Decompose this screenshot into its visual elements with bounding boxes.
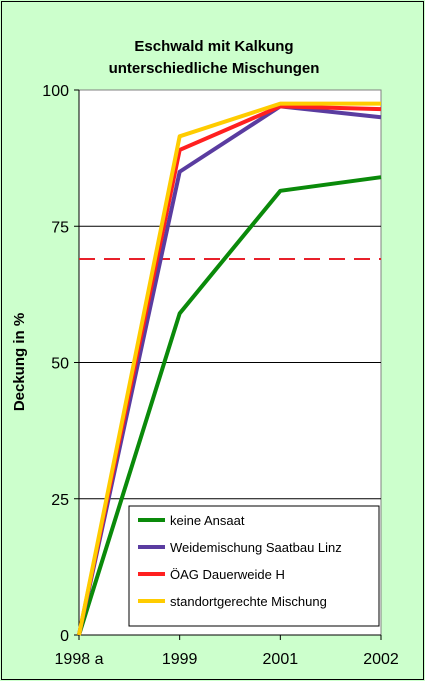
chart-title-line-2: unterschiedliche Mischungen — [109, 60, 320, 77]
y-tick-labels: 0 25 50 75 100 — [42, 83, 79, 645]
legend-label-3: standortgerechte Mischung — [170, 594, 327, 609]
x-tick-label: 1999 — [162, 651, 198, 668]
x-tick-label: 1998 a — [55, 651, 104, 668]
y-axis-label: Deckung in % — [11, 313, 28, 411]
y-tick-label: 0 — [60, 628, 69, 645]
legend-label-1: Weidemischung Saatbau Linz — [170, 540, 342, 555]
legend: keine Ansaat Weidemischung Saatbau Linz ÖA… — [129, 506, 379, 626]
chart-title-line-1: Eschwald mit Kalkung — [134, 38, 293, 55]
x-tick-label: 2002 — [363, 651, 399, 668]
legend-label-0: keine Ansaat — [170, 513, 245, 528]
y-tick-label: 100 — [42, 83, 69, 100]
y-tick-label: 50 — [51, 356, 69, 373]
x-tick-labels: 1998 a 1999 2001 2002 — [55, 635, 399, 668]
y-tick-label: 75 — [51, 219, 69, 236]
x-tick-label: 2001 — [263, 651, 299, 668]
legend-label-2: ÖAG Dauerweide H — [170, 567, 285, 582]
y-tick-label: 25 — [51, 492, 69, 509]
